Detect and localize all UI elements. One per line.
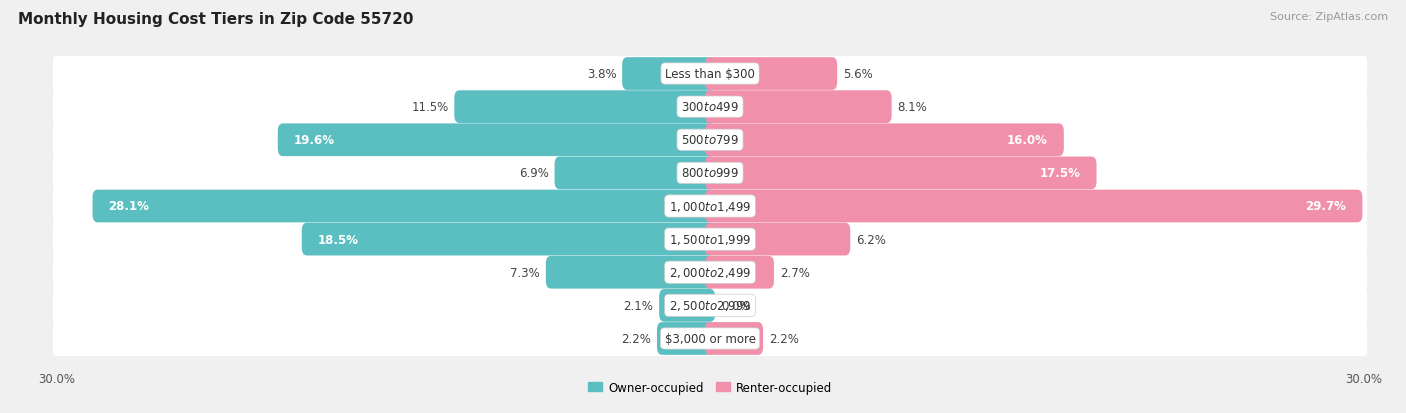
FancyBboxPatch shape [53, 288, 1367, 323]
Text: 6.2%: 6.2% [856, 233, 886, 246]
FancyBboxPatch shape [93, 190, 716, 223]
FancyBboxPatch shape [657, 322, 716, 355]
FancyBboxPatch shape [704, 256, 773, 289]
Text: 29.7%: 29.7% [1306, 200, 1347, 213]
FancyBboxPatch shape [278, 124, 716, 157]
Text: 2.2%: 2.2% [769, 332, 799, 345]
Text: $1,000 to $1,499: $1,000 to $1,499 [669, 199, 751, 214]
FancyBboxPatch shape [53, 156, 1367, 191]
Legend: Owner-occupied, Renter-occupied: Owner-occupied, Renter-occupied [583, 376, 837, 399]
Text: Less than $300: Less than $300 [665, 68, 755, 81]
Text: 2.1%: 2.1% [623, 299, 654, 312]
Text: 3.8%: 3.8% [586, 68, 616, 81]
FancyBboxPatch shape [704, 157, 1097, 190]
FancyBboxPatch shape [704, 91, 891, 124]
Text: 2.2%: 2.2% [621, 332, 651, 345]
FancyBboxPatch shape [554, 157, 716, 190]
Text: $500 to $799: $500 to $799 [681, 134, 740, 147]
Text: $2,000 to $2,499: $2,000 to $2,499 [669, 266, 751, 280]
Text: $1,500 to $1,999: $1,500 to $1,999 [669, 233, 751, 247]
Text: 19.6%: 19.6% [294, 134, 335, 147]
Text: 18.5%: 18.5% [318, 233, 359, 246]
FancyBboxPatch shape [53, 189, 1367, 224]
Text: $2,500 to $2,999: $2,500 to $2,999 [669, 299, 751, 313]
FancyBboxPatch shape [53, 57, 1367, 92]
FancyBboxPatch shape [454, 91, 716, 124]
FancyBboxPatch shape [621, 58, 716, 91]
FancyBboxPatch shape [704, 58, 837, 91]
FancyBboxPatch shape [53, 321, 1367, 356]
Text: 0.0%: 0.0% [721, 299, 751, 312]
FancyBboxPatch shape [704, 190, 1362, 223]
Text: 17.5%: 17.5% [1039, 167, 1080, 180]
Text: $800 to $999: $800 to $999 [681, 167, 740, 180]
Text: 8.1%: 8.1% [897, 101, 927, 114]
FancyBboxPatch shape [704, 223, 851, 256]
FancyBboxPatch shape [53, 90, 1367, 125]
FancyBboxPatch shape [53, 123, 1367, 158]
FancyBboxPatch shape [53, 255, 1367, 290]
FancyBboxPatch shape [659, 289, 716, 322]
Text: 2.7%: 2.7% [780, 266, 810, 279]
FancyBboxPatch shape [546, 256, 716, 289]
Text: $300 to $499: $300 to $499 [681, 101, 740, 114]
Text: 28.1%: 28.1% [108, 200, 149, 213]
Text: Monthly Housing Cost Tiers in Zip Code 55720: Monthly Housing Cost Tiers in Zip Code 5… [18, 12, 413, 27]
Text: 16.0%: 16.0% [1007, 134, 1047, 147]
FancyBboxPatch shape [53, 222, 1367, 257]
Text: $3,000 or more: $3,000 or more [665, 332, 755, 345]
Text: 7.3%: 7.3% [510, 266, 540, 279]
Text: 6.9%: 6.9% [519, 167, 548, 180]
Text: Source: ZipAtlas.com: Source: ZipAtlas.com [1270, 12, 1388, 22]
FancyBboxPatch shape [704, 322, 763, 355]
FancyBboxPatch shape [302, 223, 716, 256]
Text: 11.5%: 11.5% [412, 101, 449, 114]
Text: 5.6%: 5.6% [844, 68, 873, 81]
FancyBboxPatch shape [704, 124, 1064, 157]
